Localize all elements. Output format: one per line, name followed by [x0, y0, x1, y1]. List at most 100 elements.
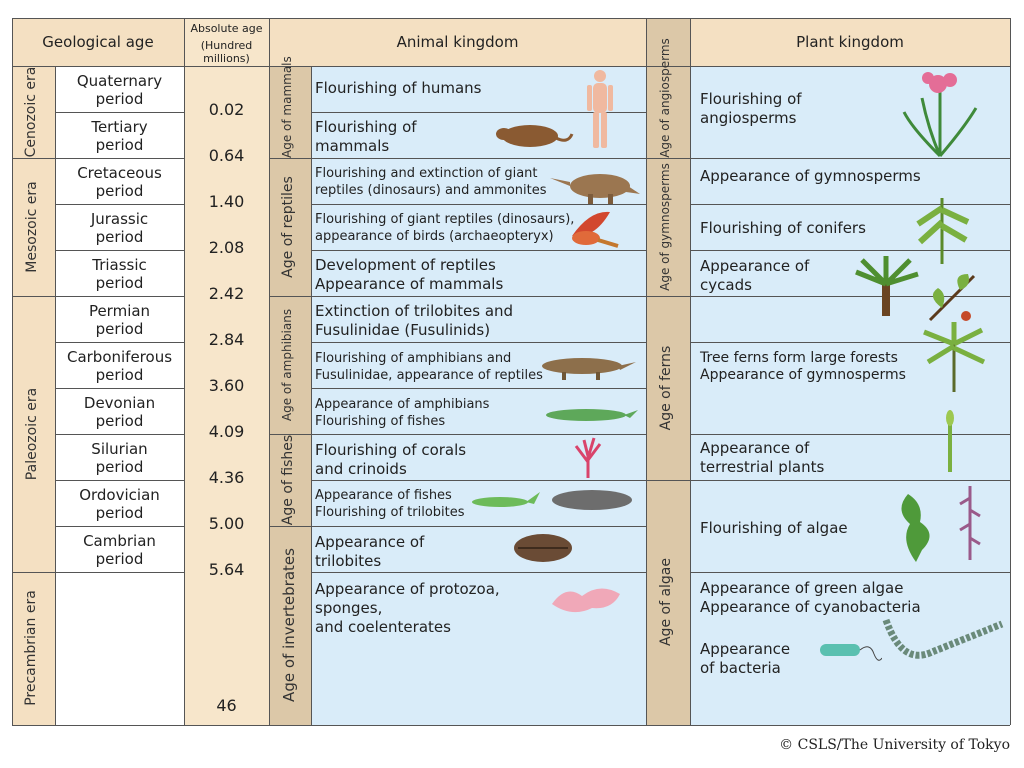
row-line: [12, 296, 184, 297]
row-line: [55, 250, 184, 251]
animal-kingdom-header: Animal kingdom: [396, 33, 519, 51]
plant-event: Appearance of cycads: [700, 257, 810, 294]
animal-event: Appearance of fishes Flourishing of tril…: [315, 488, 465, 520]
animal-event: Flourishing of corals and crinoids: [315, 441, 467, 478]
period-cambrian: Cambrian period: [55, 528, 184, 572]
tree-fern-illustration: [923, 322, 986, 392]
absolute-age-value: 2.08: [208, 238, 245, 257]
animal-event: Development of reptiles Appearance of ma…: [315, 256, 504, 293]
period-word: period: [95, 550, 144, 568]
period-cretaceous: Cretaceous period: [55, 160, 184, 204]
plant-row-line: [646, 480, 1010, 481]
period-name: Quaternary: [76, 72, 163, 90]
period-word: period: [95, 90, 144, 108]
plant-kingdom-header: Plant kingdom: [796, 33, 904, 51]
plant-row-line: [646, 296, 1010, 297]
absolute-age-value: 3.60: [208, 376, 245, 395]
animal-age-invertebrates: Age of invertebrates: [280, 548, 298, 702]
header-separator: [12, 66, 1010, 67]
period-word: period: [95, 320, 144, 338]
animal-row-line: [311, 572, 646, 573]
animal-age-mammals: Age of mammals: [280, 56, 294, 158]
trilobite-illustration: [514, 534, 572, 562]
period-word: period: [95, 504, 144, 522]
period-word: period: [95, 412, 144, 430]
row-line: [12, 158, 184, 159]
animal-row-line: [269, 296, 646, 297]
row-line: [55, 434, 184, 435]
animal-event: Appearance of protozoa, sponges, and coe…: [315, 580, 500, 636]
absolute-age-value: 0.64: [208, 146, 245, 165]
animal-age-fishes: Age of fishes: [280, 434, 296, 526]
period-ordovician: Ordovician period: [55, 482, 184, 526]
period-word: period: [95, 228, 144, 246]
animal-row-line: [311, 342, 646, 343]
period-devonian: Devonian period: [55, 390, 184, 434]
row-line: [55, 112, 184, 113]
plant-age-band: [646, 18, 690, 725]
row-line: [55, 204, 184, 205]
animal-row-line: [311, 250, 646, 251]
row-line: [55, 388, 184, 389]
plant-row-line: [690, 204, 1010, 205]
sep-period-abs: [184, 18, 185, 725]
period-name: Ordovician: [79, 486, 160, 504]
frame-top: [12, 18, 1010, 19]
plant-kingdom-area: [690, 66, 1010, 725]
algae-green-illustration: [901, 494, 930, 562]
period-name: Silurian: [91, 440, 148, 458]
coral-illustration: [574, 437, 602, 478]
animal-event: Appearance of trilobites: [315, 533, 425, 570]
sep-animal-plant: [646, 18, 647, 725]
period-word: period: [95, 366, 144, 384]
fish-illustration: [472, 492, 540, 507]
period-word: period: [95, 136, 144, 154]
absolute-age-header-line2: (Hundred millions): [200, 39, 253, 65]
angiosperm-illustration: [902, 72, 978, 158]
period-name: Tertiary: [91, 118, 148, 136]
plant-age-angiosperms: Age of angiosperms: [658, 38, 672, 158]
period-tertiary: Tertiary period: [55, 114, 184, 158]
period-column: [55, 66, 184, 725]
absolute-age-header: Absolute age (Hundred millions): [184, 22, 269, 65]
cycad-illustration: [855, 256, 919, 316]
cyanobacteria-illustration: [882, 618, 1004, 659]
bacteria-illustration: [820, 644, 882, 661]
period-quaternary: Quaternary period: [55, 68, 184, 112]
sep-animal-band: [311, 66, 312, 725]
period-name: Cambrian: [83, 532, 156, 550]
animal-event: Flourishing of amphibians and Fusulinida…: [315, 351, 543, 383]
era-cenozoic: Cenozoic era: [23, 66, 39, 158]
plant-event: Flourishing of conifers: [700, 219, 866, 237]
early-amphibian-illustration: [546, 409, 638, 421]
absolute-age-column: [184, 18, 269, 725]
animal-event: Flourishing of humans: [315, 79, 482, 97]
period-jurassic: Jurassic period: [55, 206, 184, 250]
header-row: [12, 18, 1010, 66]
plant-row-line: [646, 158, 1010, 159]
period-name: Cretaceous: [77, 164, 162, 182]
dinosaur-illustration: [550, 174, 640, 204]
plant-age-ferns: Age of ferns: [658, 345, 674, 431]
plant-row-line: [690, 434, 1010, 435]
plant-event: Appearance of bacteria: [700, 640, 791, 677]
row-line: [55, 526, 184, 527]
era-precambrian: Precambrian era: [23, 590, 39, 706]
period-word: period: [95, 182, 144, 200]
period-name: Devonian: [83, 394, 156, 412]
frame-left: [12, 18, 13, 725]
animal-age-reptiles: Age of reptiles: [280, 176, 296, 278]
absolute-age-value: 5.00: [208, 514, 245, 533]
absolute-age-value: 2.42: [208, 284, 245, 303]
ginkgo-illustration: [928, 274, 976, 322]
plant-event: Appearance of gymnosperms: [700, 167, 921, 185]
animal-row-line: [269, 158, 646, 159]
terrestrial-plant-illustration: [946, 410, 954, 472]
plant-row-line: [690, 250, 1010, 251]
period-carboniferous: Carboniferous period: [55, 344, 184, 388]
absolute-age-value: 46: [216, 696, 237, 715]
amphibian-illustration: [542, 358, 636, 380]
animal-row-line: [269, 434, 646, 435]
animal-event: Flourishing of giant reptiles (dinosaurs…: [315, 212, 575, 244]
plant-age-gymnosperms: Age of gymnosperms: [658, 163, 672, 291]
